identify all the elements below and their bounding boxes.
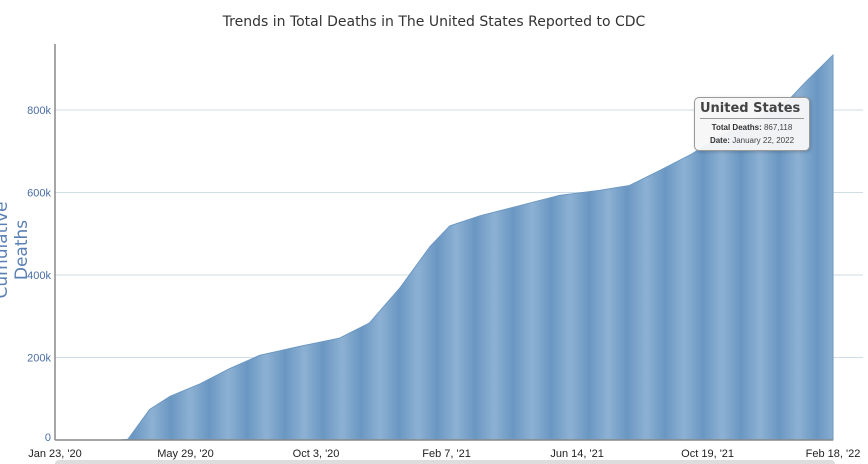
tooltip-deaths-label: Total Deaths:: [711, 123, 762, 132]
tooltip-date-value: January 22, 2022: [732, 136, 795, 145]
tooltip: United States Total Deaths: 867,118 Date…: [694, 97, 810, 151]
x-tick-label: Jan 23, '20: [28, 448, 81, 460]
tooltip-date: Date: January 22, 2022: [700, 134, 804, 147]
y-tick-label: 600k: [27, 188, 51, 200]
tooltip-deaths: Total Deaths: 867,118: [700, 121, 804, 134]
x-tick-label: May 29, '20: [157, 448, 214, 460]
x-tick-label: Feb 7, '21: [422, 448, 471, 460]
x-tick-label: Jun 14, '21: [550, 448, 603, 460]
chart-title: Trends in Total Deaths in The United Sta…: [222, 14, 646, 30]
y-tick-label: 800k: [27, 105, 51, 117]
tooltip-date-label: Date:: [709, 136, 730, 145]
tooltip-title: United States: [700, 101, 804, 119]
x-tick-label: Oct 19, '21: [681, 448, 734, 460]
x-tick-label: Feb 18, '22: [806, 448, 861, 460]
x-tick-label: Oct 3, '20: [293, 448, 340, 460]
y-tick-label: 200k: [27, 353, 51, 365]
tooltip-deaths-value: 867,118: [763, 123, 793, 132]
range-scrollbar[interactable]: [55, 460, 835, 464]
y-tick-label: 400k: [27, 270, 51, 282]
y-tick-label: 0: [45, 432, 51, 444]
